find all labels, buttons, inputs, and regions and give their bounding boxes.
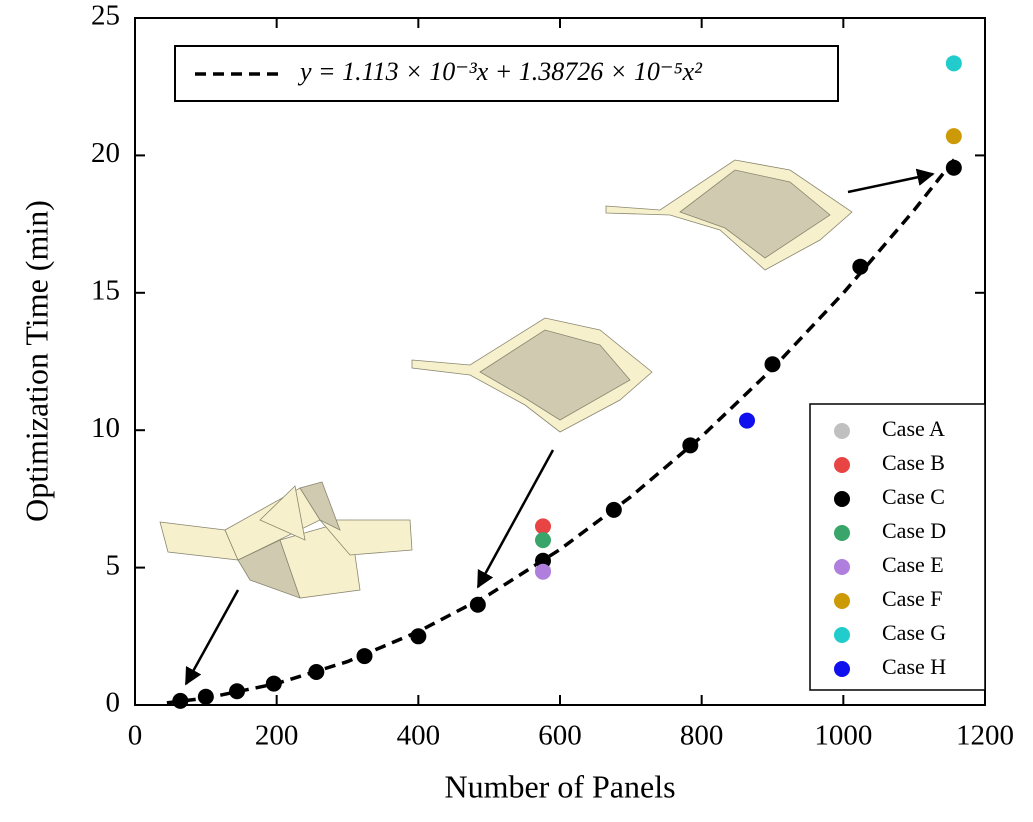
y-tick-label: 20 <box>91 137 120 169</box>
legend-box <box>809 403 986 691</box>
data-point <box>197 688 214 705</box>
data-point <box>229 683 245 700</box>
data-point <box>535 552 551 569</box>
inset-medium <box>411 317 653 433</box>
x-axis-label: Number of Panels <box>444 768 675 804</box>
data-point <box>945 159 962 176</box>
data-point <box>535 563 551 580</box>
legend: y = 1.113 × 10⁻³x + 1.38726 × 10⁻⁵x² Case… <box>174 45 986 691</box>
legend-label: Case C <box>882 484 945 509</box>
legend-label: Case B <box>882 450 945 475</box>
y-tick-label: 15 <box>91 274 120 306</box>
x-tick-label: 1000 <box>814 720 872 752</box>
legend-marker <box>834 661 850 677</box>
data-point <box>945 128 962 145</box>
y-tick-label: 0 <box>106 687 121 719</box>
legend-marker <box>834 457 850 473</box>
y-axis-label: Optimization Time (min) <box>18 200 54 522</box>
data-point <box>265 675 282 692</box>
legend-label: Case E <box>882 552 944 577</box>
data-point <box>469 596 486 613</box>
inset-small <box>159 481 413 599</box>
data-point <box>535 532 551 549</box>
legend-marker <box>834 593 850 609</box>
legend-label: Case F <box>882 586 943 611</box>
inset-large <box>605 159 853 271</box>
data-point <box>356 648 373 665</box>
legend-label: Case G <box>882 620 946 645</box>
legend-label: Case D <box>882 518 946 543</box>
x-tick-label: 0 <box>128 720 143 752</box>
data-point <box>410 628 427 645</box>
data-point <box>308 664 325 681</box>
data-point <box>739 412 755 429</box>
legend-marker <box>834 491 850 507</box>
x-tick-label: 200 <box>255 720 299 752</box>
y-tick-label: 5 <box>106 549 121 581</box>
x-tick-label: 600 <box>538 720 582 752</box>
data-point <box>852 258 869 275</box>
legend-label: y = 1.113 × 10⁻³x + 1.38726 × 10⁻⁵x² <box>297 57 703 86</box>
y-tick-label: 10 <box>91 412 120 444</box>
data-point <box>535 518 551 535</box>
legend-marker <box>834 525 850 541</box>
legend-label: Case A <box>882 416 945 441</box>
data-point <box>945 55 962 72</box>
y-tick-label: 25 <box>91 0 120 32</box>
x-tick-label: 400 <box>397 720 441 752</box>
data-point <box>764 356 781 373</box>
legend-marker <box>834 423 850 439</box>
arrows <box>184 168 935 686</box>
x-tick-label: 1200 <box>956 720 1014 752</box>
data-point <box>605 501 622 518</box>
data-point <box>682 437 699 454</box>
fit-legend-box <box>174 45 839 102</box>
data-point <box>172 692 189 709</box>
x-tick-label: 800 <box>680 720 724 752</box>
legend-marker <box>834 559 850 575</box>
legend-marker <box>834 627 850 643</box>
legend-label: Case H <box>882 654 946 679</box>
